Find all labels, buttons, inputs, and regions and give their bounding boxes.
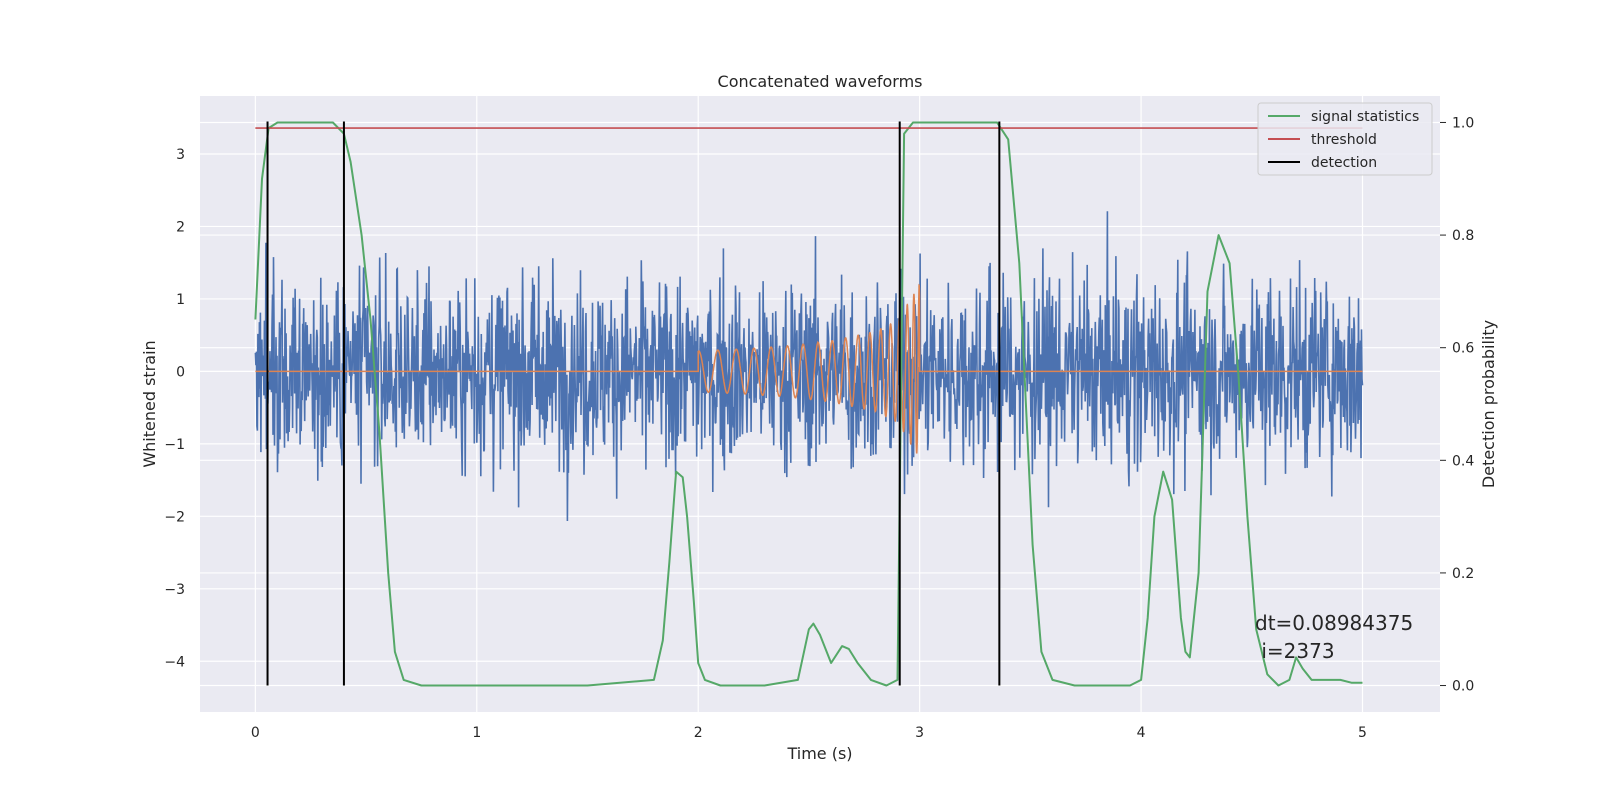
x-tick-label: 1 bbox=[472, 725, 481, 741]
chart-title: Concatenated waveforms bbox=[718, 72, 923, 91]
legend-box bbox=[1257, 102, 1433, 176]
annotation-dt: dt=0.08984375 bbox=[1255, 611, 1413, 635]
noise-waveform bbox=[254, 211, 1364, 522]
annotation-i: i=2373 bbox=[1255, 639, 1335, 663]
y-tick-label: 2 bbox=[176, 219, 185, 235]
y-tick-label: −4 bbox=[164, 654, 185, 670]
y2-tick-label: 0.0 bbox=[1452, 679, 1474, 695]
y2-tick-label: 0.6 bbox=[1452, 341, 1474, 357]
y-axis-label: Whitened strain bbox=[140, 340, 159, 467]
y-tick-label: −3 bbox=[164, 582, 185, 598]
y2-axis-label: Detection probability bbox=[1479, 320, 1498, 488]
y2-tick-label: 1.0 bbox=[1452, 115, 1474, 131]
data-layer bbox=[254, 121, 1364, 687]
legend-label-threshold: threshold bbox=[1311, 132, 1377, 148]
y2-tick-label: 0.4 bbox=[1452, 453, 1474, 469]
x-tick-label: 3 bbox=[915, 725, 924, 741]
y2-tick-label: 0.8 bbox=[1452, 228, 1474, 244]
y2-tick-label: 0.2 bbox=[1452, 566, 1474, 582]
x-axis-label: Time (s) bbox=[786, 744, 852, 763]
ticks: 0 1 2 3 4 5 −4 −3 −2 −1 0 1 2 3 0.0 0.2 0.4 0.6 0.8 1.0 bbox=[164, 115, 1474, 741]
x-tick-label: 5 bbox=[1358, 725, 1367, 741]
y-tick-label: 3 bbox=[176, 147, 185, 163]
legend: signal statistics threshold detection bbox=[1257, 102, 1433, 176]
signal-statistics-line bbox=[254, 121, 1363, 687]
x-tick-label: 4 bbox=[1137, 725, 1146, 741]
injected-signal bbox=[255, 283, 1363, 454]
legend-label-detection: detection bbox=[1311, 155, 1377, 171]
y-tick-label: −2 bbox=[164, 509, 185, 525]
y-tick-label: −1 bbox=[164, 437, 185, 453]
x-tick-label: 2 bbox=[694, 725, 703, 741]
legend-label-signal-statistics: signal statistics bbox=[1311, 109, 1419, 125]
y-tick-label: 0 bbox=[176, 364, 185, 380]
x-tick-label: 0 bbox=[251, 725, 260, 741]
y-tick-label: 1 bbox=[176, 292, 185, 308]
